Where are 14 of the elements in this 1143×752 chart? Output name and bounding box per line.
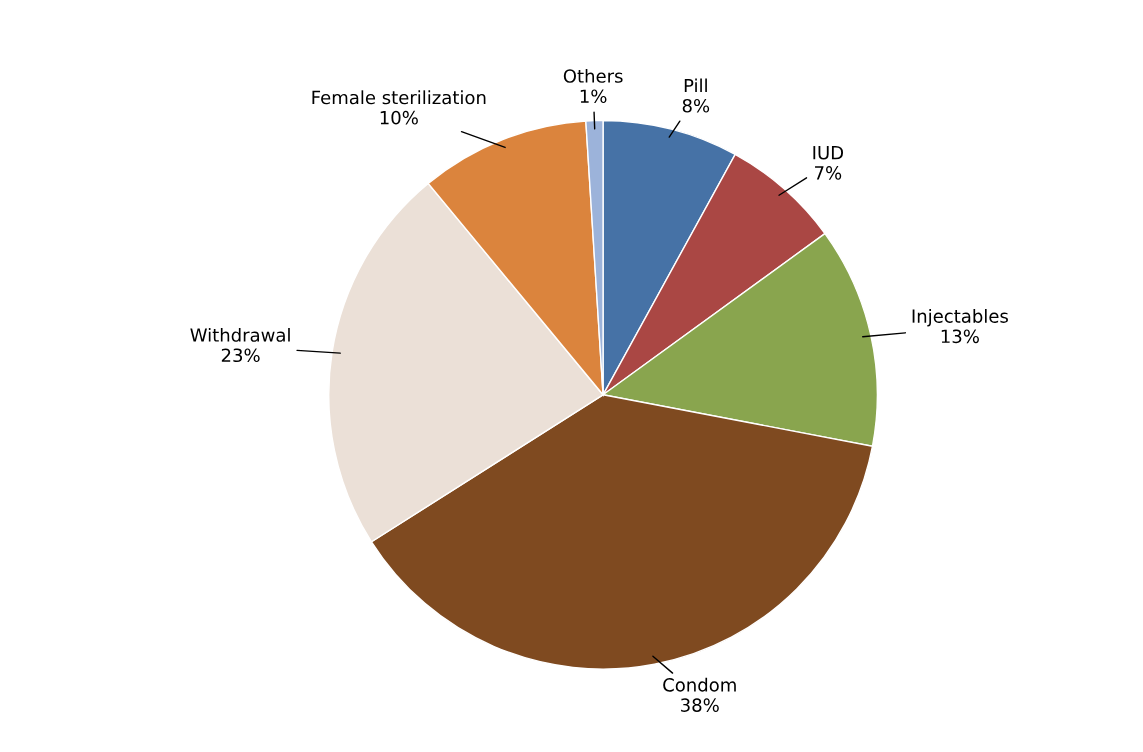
slice-label: Withdrawal [190, 327, 290, 342]
data-label: 7% [815, 166, 842, 180]
slice-label: Female sterilization [312, 90, 486, 105]
slice-label: IUD [813, 146, 844, 160]
data-label: 38% [681, 698, 719, 712]
data-label: 23% [221, 348, 260, 363]
slice-label: Others [563, 68, 623, 83]
slice-label: Injectables [912, 308, 1008, 327]
data-label: 8% [682, 98, 710, 113]
data-label: 13% [941, 329, 979, 344]
data-label: 1% [580, 89, 607, 104]
slice-label: Pill [684, 78, 707, 93]
data-label: 10% [380, 110, 418, 125]
slice-label: Condom [663, 677, 736, 692]
